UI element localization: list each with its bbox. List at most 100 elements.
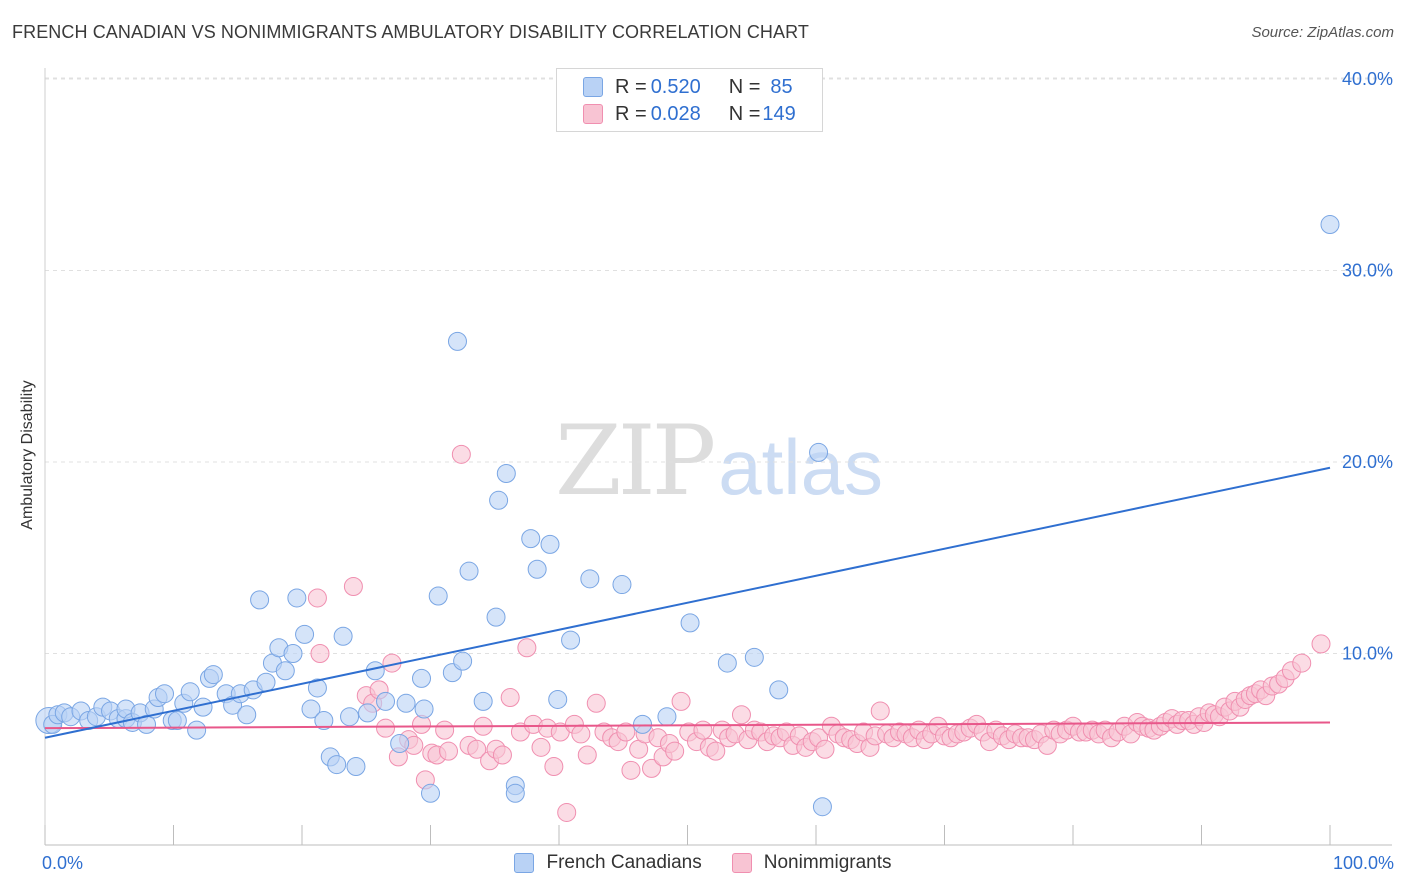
- data-point-nonimmigrants: [517, 638, 537, 658]
- data-point-french-canadians: [327, 755, 347, 775]
- data-point-french-canadians: [358, 703, 378, 723]
- data-point-french-canadians: [769, 680, 789, 700]
- legend-row-nonimmigrants: R = 0.028 N = 149: [583, 102, 796, 126]
- data-point-french-canadians: [548, 689, 568, 709]
- data-point-french-canadians: [340, 707, 360, 727]
- legend-n-value: 85: [770, 75, 793, 98]
- legend-swatch-pink: [583, 104, 603, 124]
- data-point-nonimmigrants: [376, 718, 396, 738]
- series-legend: French Canadians Nonimmigrants: [0, 852, 1406, 874]
- data-point-nonimmigrants: [586, 693, 606, 713]
- data-point-nonimmigrants: [870, 701, 890, 721]
- data-point-nonimmigrants: [343, 576, 363, 596]
- data-point-nonimmigrants: [616, 722, 636, 742]
- data-point-french-canadians: [421, 783, 440, 803]
- legend-n-value: 149: [762, 102, 796, 125]
- source-credit: Source: ZipAtlas.com: [1251, 24, 1394, 41]
- data-point-french-canadians: [459, 561, 479, 581]
- data-point-nonimmigrants: [531, 737, 551, 757]
- y-tick-label: 10.0%: [1342, 644, 1393, 664]
- legend-row-french-canadians: R = 0.520 N = 85: [583, 75, 793, 99]
- data-point-french-canadians: [414, 699, 434, 719]
- data-point-french-canadians: [307, 678, 327, 698]
- data-point-french-canadians: [657, 707, 677, 727]
- legend-r-label: R =: [615, 75, 647, 98]
- data-point-french-canadians: [496, 463, 516, 483]
- trend-line-french-canadians: [44, 466, 1331, 739]
- data-point-nonimmigrants: [577, 745, 597, 765]
- data-point-french-canadians: [505, 783, 525, 803]
- data-point-french-canadians: [527, 559, 547, 579]
- data-point-french-canadians: [486, 607, 506, 627]
- data-point-french-canadians: [580, 569, 600, 589]
- data-point-french-canadians: [412, 668, 432, 688]
- data-point-french-canadians: [561, 630, 581, 650]
- legend-r-label: R =: [615, 102, 647, 125]
- y-tick-labels: 10.0% 20.0% 30.0% 40.0%: [1342, 69, 1393, 664]
- data-point-nonimmigrants: [571, 724, 591, 744]
- legend-swatch-pink: [731, 853, 752, 873]
- data-point-french-canadians: [390, 734, 410, 754]
- data-point-nonimmigrants: [693, 720, 713, 740]
- series-french-canadians: [35, 215, 1340, 817]
- x-tick-label-max: 100.0%: [1332, 853, 1394, 873]
- data-point-nonimmigrants: [438, 741, 458, 761]
- data-point-nonimmigrants: [310, 644, 330, 663]
- data-point-french-canadians: [365, 661, 385, 681]
- data-point-french-canadians: [447, 331, 467, 351]
- data-point-french-canadians: [521, 529, 541, 549]
- y-tick-label: 40.0%: [1342, 69, 1393, 89]
- data-point-nonimmigrants: [731, 705, 751, 725]
- data-point-french-canadians: [1320, 215, 1340, 235]
- data-point-nonimmigrants: [500, 688, 520, 708]
- data-point-nonimmigrants: [1292, 653, 1312, 673]
- data-point-nonimmigrants: [451, 444, 471, 464]
- legend-n-label: N =: [728, 75, 761, 98]
- data-point-french-canadians: [250, 590, 270, 610]
- legend-swatch-blue: [514, 853, 535, 873]
- data-point-nonimmigrants: [467, 739, 487, 759]
- data-point-french-canadians: [744, 647, 764, 667]
- legend-label-nonimmigrants: Nonimmigrants: [763, 852, 892, 873]
- data-point-nonimmigrants: [435, 720, 455, 740]
- watermark: ZIPatlas: [555, 405, 883, 517]
- data-point-french-canadians: [256, 672, 276, 692]
- data-point-french-canadians: [275, 661, 295, 681]
- data-point-nonimmigrants: [557, 802, 577, 822]
- legend-item-nonimmigrants: Nonimmigrants: [731, 852, 892, 874]
- data-point-french-canadians: [453, 651, 473, 671]
- data-point-french-canadians: [396, 693, 416, 713]
- data-point-nonimmigrants: [492, 745, 512, 765]
- data-point-nonimmigrants: [706, 741, 726, 761]
- data-point-nonimmigrants: [621, 760, 641, 780]
- data-point-french-canadians: [473, 691, 493, 711]
- data-point-french-canadians: [193, 697, 213, 717]
- y-tick-label: 30.0%: [1342, 261, 1393, 281]
- data-point-french-canadians: [717, 653, 737, 673]
- data-point-french-canadians: [540, 534, 560, 554]
- data-point-french-canadians: [237, 705, 257, 725]
- legend-swatch-blue: [583, 77, 603, 97]
- data-point-nonimmigrants: [1311, 634, 1331, 654]
- y-tick-label: 20.0%: [1342, 452, 1393, 472]
- series-nonimmigrants: [307, 444, 1331, 822]
- legend-n-label: N =: [728, 102, 761, 125]
- legend-r-value: 0.028: [650, 102, 701, 125]
- data-point-nonimmigrants: [307, 588, 327, 608]
- data-point-french-canadians: [680, 613, 700, 633]
- data-point-french-canadians: [155, 684, 175, 704]
- legend-item-french-canadians: French Canadians: [514, 852, 702, 874]
- data-point-french-canadians: [287, 588, 307, 608]
- data-point-french-canadians: [333, 626, 353, 646]
- data-point-french-canadians: [295, 624, 315, 644]
- data-point-french-canadians: [167, 711, 187, 731]
- data-point-nonimmigrants: [544, 756, 564, 776]
- data-point-french-canadians: [346, 756, 366, 776]
- stats-legend: R = 0.520 N = 85 R = 0.028 N = 149: [556, 68, 823, 132]
- data-point-french-canadians: [137, 714, 157, 734]
- watermark-zip: ZIP: [555, 405, 716, 517]
- legend-r-value: 0.520: [650, 75, 701, 98]
- data-point-french-canadians: [809, 442, 829, 462]
- trend-line-nonimmigrants: [44, 721, 1331, 730]
- data-point-french-canadians: [428, 586, 448, 606]
